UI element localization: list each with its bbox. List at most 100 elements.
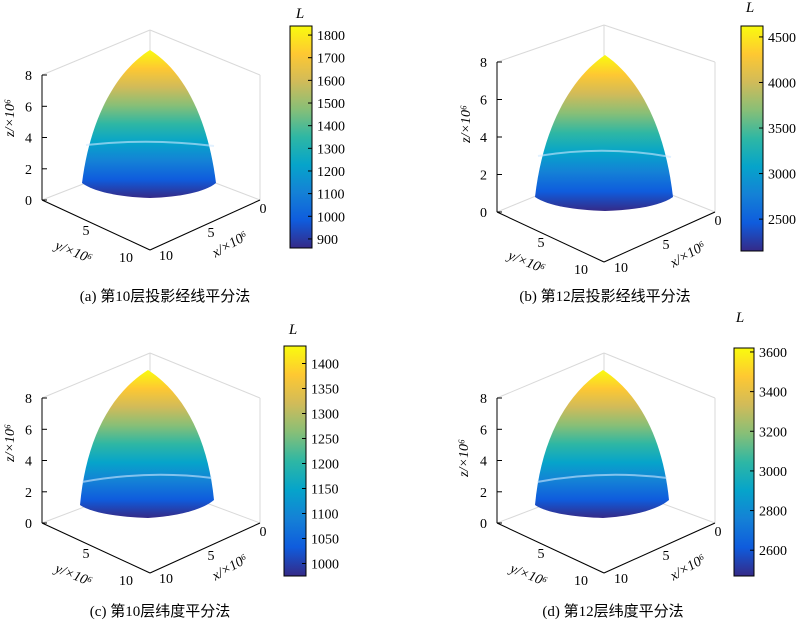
colorbar-tick-label: 1400 — [317, 120, 345, 135]
z-tick-label: 0 — [480, 517, 487, 532]
colorbar-tick-label: 900 — [317, 233, 338, 248]
y-tick-label: 10 — [119, 574, 133, 589]
z-axis-label: z/×10⁶ — [3, 99, 18, 138]
x-tick-label: 5 — [663, 549, 670, 564]
z-tick-label: 0 — [25, 194, 32, 209]
colorbar-tick-label: 1350 — [311, 383, 339, 398]
y-axis-label: y/×10⁶ — [504, 248, 547, 277]
panel-caption: (b) 第12层投影经线平分法 — [519, 287, 690, 305]
x-tick-label: 5 — [208, 226, 215, 241]
z-axis-label: z/×10⁶ — [457, 439, 472, 478]
z-tick-label: 4 — [25, 455, 32, 470]
colorbar-ticks-a: 900 1000 1100 1200 1300 1400 1500 1600 1700 1800 — [308, 29, 345, 248]
colorbar-tick-label: 1800 — [317, 29, 345, 44]
y-tick-label: 5 — [538, 547, 545, 562]
y-tick-label: 10 — [574, 263, 588, 278]
colorbar-a — [289, 25, 313, 249]
z-tick-label: 6 — [480, 423, 487, 438]
colorbar-tick-label: 1050 — [311, 533, 339, 548]
colorbar-d — [733, 347, 755, 577]
colorbar-tick-label: 1300 — [311, 408, 339, 423]
x-tick-label: 0 — [260, 202, 267, 217]
x-tick-label: 10 — [614, 572, 628, 587]
y-tick-label: 5 — [83, 547, 90, 562]
z-tick-label: 8 — [25, 69, 32, 84]
colorbar-tick-label: 1000 — [311, 558, 339, 573]
colorbar-tick-label: 3200 — [759, 425, 787, 440]
panel-caption: (d) 第12层纬度平分法 — [542, 602, 683, 620]
z-ticks-d — [497, 397, 502, 524]
panel-caption: (a) 第10层投影经线平分法 — [80, 287, 250, 305]
colorbar-tick-label: 2500 — [768, 213, 796, 228]
colorbar-ticks-c: 1000 1050 1100 1150 1200 1250 1300 1350 1400 — [302, 358, 339, 573]
z-axis-label: z/×10⁶ — [459, 105, 474, 144]
colorbar-tick-label: 2600 — [759, 544, 787, 559]
panel-caption: (c) 第10层纬度平分法 — [90, 602, 230, 620]
surface-highlight-b — [537, 149, 672, 158]
y-axis-label: y/×10⁶ — [506, 561, 549, 590]
colorbar-title: L — [288, 322, 297, 338]
colorbar-tick-label: 3000 — [768, 168, 796, 183]
x-tick-label: 0 — [715, 525, 722, 540]
colorbar-tick-label: 3000 — [759, 465, 787, 480]
z-tick-label: 6 — [25, 100, 32, 115]
x-tick-label: 5 — [663, 238, 670, 253]
colorbar-tick-label: 1300 — [317, 142, 345, 157]
y-axis-label: y/×10⁶ — [51, 238, 94, 267]
panel-a: 0 2 4 6 8 z/×10⁶ 5 10 y/×10⁶ 0 5 10 x/×1… — [3, 6, 345, 305]
colorbar-c — [283, 345, 307, 577]
panel-b: 0 2 4 6 8 z/×10⁶ 5 10 y/×10⁶ 0 5 10 x/×1… — [459, 0, 796, 305]
colorbar-tick-label: 3600 — [759, 346, 787, 361]
colorbar-title: L — [745, 0, 754, 16]
colorbar-tick-label: 1200 — [317, 165, 345, 180]
y-axis-label: y/×10⁶ — [51, 561, 94, 590]
colorbar-tick-label: 1250 — [311, 433, 339, 448]
z-ticks-c — [42, 397, 47, 524]
colorbar-tick-label: 1700 — [317, 52, 345, 67]
colorbar-title: L — [735, 310, 744, 326]
colorbar-tick-label: 1600 — [317, 74, 345, 89]
colorbar-tick-label: 1100 — [311, 508, 338, 523]
y-tick-label: 10 — [119, 251, 133, 266]
surface-a — [82, 50, 216, 198]
colorbar-tick-label: 1150 — [311, 483, 338, 498]
colorbar-tick-label: 1500 — [317, 97, 345, 112]
colorbar-tick-label: 1100 — [317, 188, 344, 203]
colorbar-tick-label: 4500 — [768, 31, 796, 46]
z-tick-label: 0 — [480, 206, 487, 221]
x-tick-label: 10 — [159, 249, 173, 264]
x-tick-label: 0 — [715, 214, 722, 229]
z-axis-label: z/×10⁶ — [3, 424, 18, 463]
colorbar-b — [740, 25, 764, 252]
x-axis-label: x/×10⁶ — [667, 552, 709, 585]
z-tick-label: 6 — [480, 94, 487, 109]
surface-d — [535, 370, 669, 518]
z-tick-label: 4 — [480, 131, 487, 146]
panel-c: 0 2 4 6 8 z/×10⁶ 5 10 y/×10⁶ 0 5 10 x/×1… — [3, 322, 339, 620]
colorbar-title: L — [295, 6, 304, 22]
x-tick-label: 10 — [614, 261, 628, 276]
z-tick-label: 8 — [25, 392, 32, 407]
z-ticks-b — [497, 61, 502, 213]
surface-highlight-c — [81, 473, 213, 483]
colorbar-tick-label: 1000 — [317, 210, 345, 225]
z-tick-label: 2 — [25, 163, 32, 178]
z-tick-label: 0 — [25, 517, 32, 532]
z-tick-label: 4 — [480, 455, 487, 470]
x-tick-label: 10 — [159, 572, 173, 587]
colorbar-ticks-b: 2500 3000 3500 4000 4500 — [759, 31, 796, 228]
x-axis-label: x/×10⁶ — [667, 239, 709, 272]
z-tick-label: 8 — [480, 392, 487, 407]
x-axis-label: x/×10⁶ — [209, 229, 251, 262]
y-tick-label: 10 — [574, 574, 588, 589]
colorbar-tick-label: 2800 — [759, 505, 787, 520]
z-ticks-a — [42, 74, 47, 201]
x-axis-label: x/×10⁶ — [209, 552, 251, 585]
colorbar-ticks-d: 2600 2800 3000 3200 3400 3600 — [750, 346, 787, 559]
colorbar-tick-label: 3400 — [759, 386, 787, 401]
panel-d: 0 2 4 6 8 z/×10⁶ 5 10 y/×10⁶ 0 5 10 x/×1… — [457, 310, 787, 620]
z-tick-label: 6 — [25, 423, 32, 438]
z-tick-label: 4 — [25, 132, 32, 147]
x-tick-label: 5 — [208, 549, 215, 564]
